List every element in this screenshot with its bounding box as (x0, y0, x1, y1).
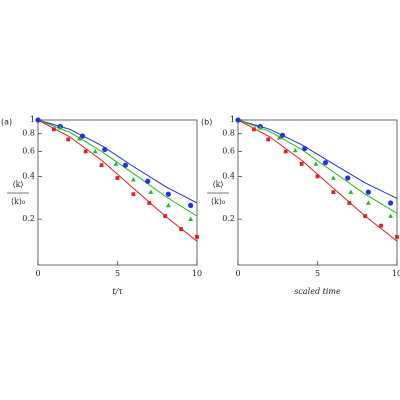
marker-triangle (113, 161, 119, 166)
x-tick-label: 10 (192, 269, 202, 278)
y-tick-label: 0.2 (22, 214, 35, 223)
y-tick-label: 1 (30, 115, 35, 124)
y-tick-label: 0.2 (222, 214, 235, 223)
plot-frame (237, 119, 398, 266)
marker-triangle (148, 189, 154, 194)
marker-circle (188, 202, 194, 208)
marker-circle (79, 133, 86, 139)
y-tick-label: 0.4 (222, 171, 235, 180)
marker-triangle (188, 216, 194, 221)
marker-triangle (131, 177, 136, 182)
marker-square (252, 127, 256, 132)
series-line (237, 119, 398, 214)
marker-triangle (76, 135, 82, 141)
marker-circle (365, 189, 371, 195)
marker-triangle (92, 148, 98, 154)
marker-square (163, 214, 168, 219)
marker-square (347, 201, 352, 205)
marker-square (99, 163, 104, 168)
y-label-denominator: ⟨k⟩₀ (211, 197, 225, 206)
marker-square (283, 149, 288, 154)
marker-square (195, 234, 199, 239)
y-label-numerator: ⟨k⟩ (12, 180, 23, 189)
series-line (37, 119, 198, 204)
x-axis-label: t/τ (112, 287, 123, 296)
y-tick-label: 0.8 (222, 129, 235, 138)
marker-square (315, 174, 320, 179)
marker-square (266, 137, 271, 142)
y-label-denominator: ⟨k⟩₀ (11, 197, 25, 206)
x-axis-label: scaled time (294, 287, 341, 296)
marker-circle (35, 117, 41, 123)
marker-triangle (348, 189, 354, 194)
y-label-numerator: ⟨k⟩ (212, 180, 223, 189)
x-tick-label: 5 (115, 269, 120, 278)
marker-circle (165, 191, 171, 197)
marker-triangle (331, 175, 336, 180)
series-line (37, 119, 198, 217)
marker-square (299, 162, 304, 166)
marker-square (131, 192, 136, 197)
marker-square (395, 234, 399, 239)
panel-label: (a) (1, 118, 12, 127)
y-tick-label: 0.8 (22, 129, 35, 138)
marker-triangle (388, 213, 394, 218)
y-tick-label: 0.6 (22, 146, 35, 155)
marker-square (83, 149, 88, 154)
marker-triangle (165, 202, 171, 208)
marker-triangle (257, 125, 263, 130)
x-tick-label: 10 (392, 269, 400, 278)
marker-triangle (276, 135, 282, 140)
x-tick-label: 0 (235, 269, 240, 278)
x-tick-label: 5 (315, 269, 320, 278)
marker-circle (302, 145, 308, 152)
marker-square (147, 201, 152, 205)
series-line (237, 119, 398, 199)
marker-triangle (292, 147, 298, 153)
marker-square (379, 223, 383, 228)
marker-square (52, 127, 56, 132)
marker-triangle (313, 161, 319, 166)
marker-square (331, 190, 336, 195)
y-tick-label: 0.4 (22, 171, 35, 180)
marker-triangle (365, 200, 371, 205)
marker-triangle (57, 125, 63, 130)
marker-circle (322, 160, 329, 166)
series-line (37, 119, 198, 242)
marker-circle (279, 132, 286, 138)
marker-square (179, 227, 183, 232)
series-line (237, 119, 398, 242)
marker-square (363, 214, 368, 219)
marker-square (115, 176, 120, 180)
marker-square (66, 137, 71, 142)
marker-circle (388, 200, 394, 206)
x-tick-label: 0 (35, 269, 40, 278)
marker-circle (145, 178, 151, 184)
plot-frame (37, 119, 198, 266)
panel-label: (b) (201, 118, 212, 127)
marker-circle (345, 175, 351, 181)
y-tick-label: 0.6 (222, 146, 235, 155)
marker-circle (102, 146, 108, 153)
marker-circle (235, 117, 241, 123)
y-tick-label: 1 (230, 115, 235, 124)
marker-circle (122, 162, 129, 168)
